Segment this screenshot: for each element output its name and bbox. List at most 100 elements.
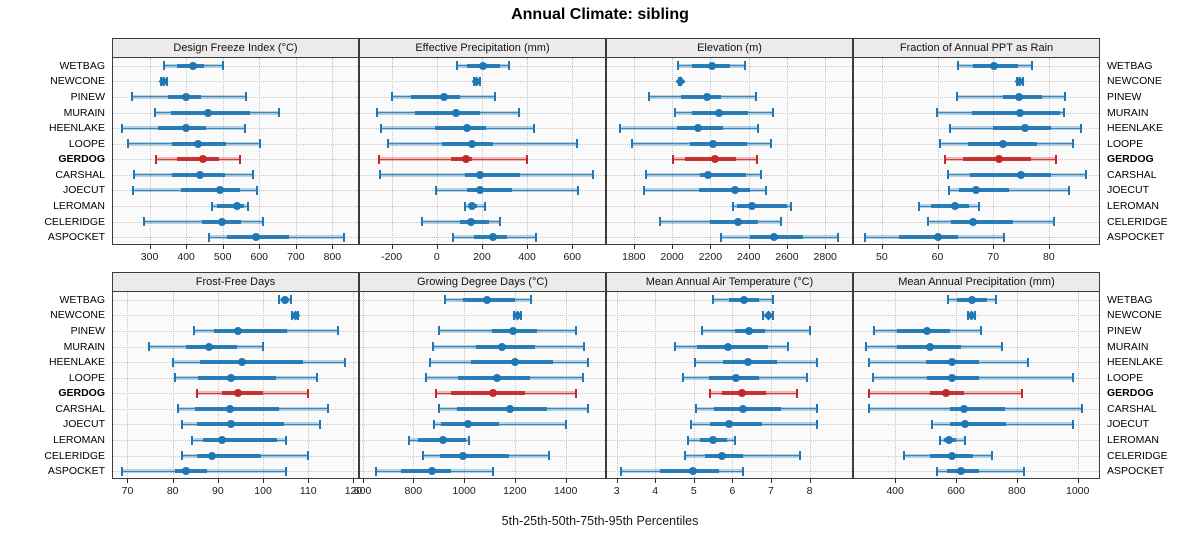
axis-tick-label: 0: [433, 251, 440, 263]
range-box-25-75: [176, 157, 220, 162]
whisker-cap-high: [806, 373, 809, 383]
whisker-cap-low: [902, 451, 905, 461]
whisker-cap-high: [1054, 154, 1057, 164]
median-dot: [693, 124, 702, 133]
gridline-vertical: [633, 58, 635, 244]
gridline-horizontal: [607, 330, 852, 332]
axis-tick-label: 2400: [736, 251, 761, 263]
median-dot: [478, 61, 487, 70]
gridline-horizontal: [113, 128, 358, 130]
axis-tick: [693, 479, 695, 483]
station-label-left: GERDOG: [58, 153, 105, 166]
median-dot: [744, 326, 753, 335]
range-box-25-75: [466, 188, 512, 193]
axis-tick: [222, 245, 224, 249]
whisker-cap-low: [918, 201, 921, 211]
median-dot: [218, 217, 227, 226]
whisker-cap-high: [765, 185, 768, 195]
median-dot: [948, 373, 956, 382]
range-box-25-75: [222, 391, 263, 396]
station-label-left: MURAIN: [63, 106, 105, 119]
whisker-cap-low: [210, 201, 213, 211]
panel-strip: Effective Precipitation (mm): [359, 38, 606, 58]
axis-tick: [514, 479, 516, 483]
gridline-vertical: [565, 292, 567, 478]
range-box-25-75: [442, 141, 493, 146]
whisker-cap-low: [147, 342, 150, 352]
median-dot: [428, 467, 437, 476]
gridline-vertical: [222, 58, 224, 244]
whisker-cap-low: [872, 373, 875, 383]
axis-tick: [770, 479, 772, 483]
axis-tick: [127, 479, 129, 483]
whisker-cap-high: [533, 123, 536, 133]
axis-tick: [993, 245, 995, 249]
median-dot: [969, 217, 978, 226]
station-label-right: WETBAG: [1107, 59, 1153, 72]
station-label-left: HEENLAKE: [48, 356, 105, 369]
range-box-25-75: [202, 438, 278, 443]
whisker-cap-high: [1067, 185, 1070, 195]
gridline-horizontal: [854, 455, 1099, 457]
axis-tick: [362, 479, 364, 483]
axis-tick: [172, 479, 174, 483]
axis-tick: [732, 479, 734, 483]
whisker-cap-low: [191, 435, 194, 445]
whisker-cap-high: [535, 232, 538, 242]
whisker-cap-high: [1071, 373, 1074, 383]
range-box-25-75: [216, 204, 244, 209]
gridline-vertical: [186, 58, 188, 244]
median-dot: [725, 420, 734, 429]
median-dot: [468, 202, 477, 211]
gridline-horizontal: [113, 159, 358, 161]
median-dot: [492, 373, 501, 382]
station-label-left: CELERIDGE: [44, 215, 105, 228]
axis-tick: [809, 479, 811, 483]
whisker-cap-low: [180, 419, 183, 429]
whisker-cap-low: [452, 232, 455, 242]
median-dot: [204, 108, 213, 117]
whisker-cap-low: [387, 139, 389, 149]
range-box-25-75: [181, 188, 240, 193]
whisker-cap-high: [499, 217, 502, 227]
axis-tick-label: 2600: [775, 251, 799, 263]
axis-tick-label: 600: [250, 251, 269, 263]
gridline-horizontal: [113, 299, 358, 301]
whisker-cap-low: [682, 373, 684, 383]
whisker-cap-high: [587, 357, 590, 367]
whisker-cap-high: [507, 61, 510, 71]
axis-tick-label: 110: [299, 485, 317, 497]
range-box-25-75: [465, 172, 521, 177]
median-dot: [998, 139, 1007, 148]
panel-plot: [853, 58, 1100, 245]
axis-tick: [786, 245, 788, 249]
whisker-cap-high: [252, 170, 255, 180]
whisker-cap-low: [121, 123, 124, 133]
axis-tick-label: 3: [613, 485, 620, 497]
axis-tick-label: 6: [729, 485, 736, 497]
range-box-25-75: [685, 157, 737, 162]
panel-plot: [606, 58, 853, 245]
gridline-horizontal: [607, 206, 852, 208]
median-dot: [714, 108, 723, 117]
whisker-cap-low: [421, 217, 424, 227]
whisker-cap-low: [438, 326, 441, 336]
whisker-cap-low: [700, 326, 703, 336]
whisker-cap-low: [192, 326, 195, 336]
whisker-cap-high: [244, 123, 247, 133]
whisker-cap-low: [673, 342, 676, 352]
whisker-cap-low: [464, 201, 467, 211]
median-dot: [182, 92, 191, 101]
median-dot: [438, 436, 447, 445]
whisker-cap-high: [576, 139, 579, 149]
gridline-vertical: [308, 292, 310, 478]
gridline-vertical: [770, 292, 772, 478]
gridline-horizontal: [607, 128, 852, 130]
station-label-left: NEWCONE: [50, 75, 105, 88]
whisker-cap-low: [647, 92, 650, 102]
whisker-cap-low: [456, 61, 459, 71]
whisker-cap-low: [872, 326, 875, 336]
whisker-cap-low: [868, 388, 871, 398]
whisker-cap-low: [378, 154, 381, 164]
gridline-vertical: [786, 58, 788, 244]
